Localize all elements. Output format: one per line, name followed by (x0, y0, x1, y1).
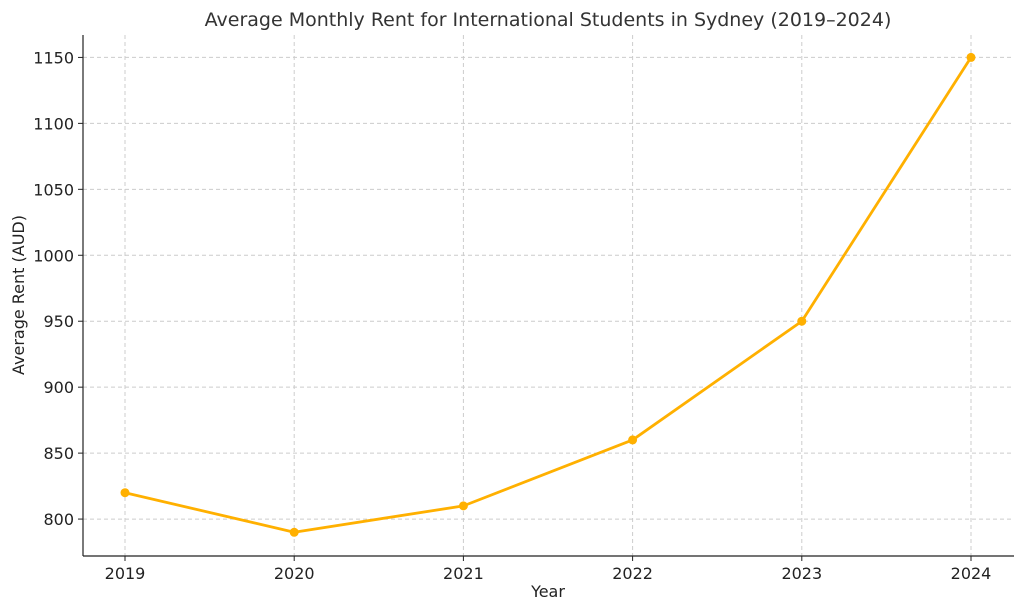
data-point (289, 527, 299, 537)
y-tick-label: 1050 (33, 180, 74, 199)
series-layer (120, 52, 976, 537)
x-tick-label: 2021 (443, 564, 484, 583)
y-tick-label: 950 (43, 312, 74, 331)
x-axis-label: Year (530, 582, 565, 601)
x-tick-label: 2020 (274, 564, 315, 583)
axes (82, 35, 1014, 557)
y-tick-label: 1000 (33, 246, 74, 265)
x-tick-label: 2022 (612, 564, 653, 583)
tick-marks: 2019 2020 2021 2022 2023 2024 800 850 900 950 1000… (33, 48, 991, 583)
data-point (966, 52, 976, 62)
y-tick-label: 1100 (33, 114, 74, 133)
y-tick-label: 900 (43, 378, 74, 397)
y-tick-label: 1150 (33, 48, 74, 67)
chart-title: Average Monthly Rent for International S… (205, 9, 892, 31)
data-point (120, 488, 130, 498)
x-tick-label: 2024 (951, 564, 992, 583)
x-tick-label: 2023 (781, 564, 822, 583)
grid-lines (83, 35, 1014, 556)
y-axis-label: Average Rent (AUD) (9, 215, 28, 375)
data-point (458, 501, 468, 511)
x-tick-label: 2019 (105, 564, 146, 583)
data-point (797, 316, 807, 326)
data-point (628, 435, 638, 445)
series-line (123, 56, 973, 534)
y-tick-label: 800 (43, 510, 74, 529)
y-tick-label: 850 (43, 444, 74, 463)
